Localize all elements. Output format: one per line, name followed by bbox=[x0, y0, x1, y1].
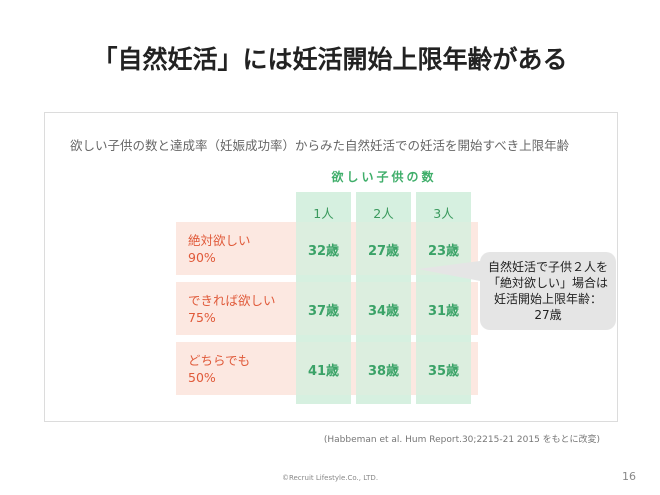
row-label-1: 絶対欲しい 90% bbox=[188, 232, 251, 266]
table-cell: 37歳 bbox=[307, 304, 340, 319]
row-label-rate: 75% bbox=[188, 310, 216, 325]
table-subtitle: 欲しい子供の数と達成率（妊娠成功率）からみた自然妊活での妊活を開始すべき上限年齢 bbox=[70, 138, 570, 153]
page-number: 16 bbox=[622, 470, 636, 483]
callout-pointer bbox=[418, 261, 480, 281]
cell-bg bbox=[356, 222, 411, 275]
column-header-3: 3人 bbox=[433, 206, 454, 221]
table-cell: 34歳 bbox=[367, 304, 400, 319]
children-count-header: 欲しい子供の数 bbox=[331, 170, 437, 184]
table-cell: 31歳 bbox=[427, 304, 460, 319]
source-citation: (Habbeman et al. Hum Report.30;2215-21 2… bbox=[323, 435, 600, 445]
callout-line: 27歳 bbox=[534, 308, 562, 322]
table-cell: 27歳 bbox=[367, 244, 400, 259]
cell-bg bbox=[416, 282, 471, 335]
table-cell: 35歳 bbox=[427, 364, 460, 379]
copyright-footer: ©Recruit Lifestyle.Co., LTD. bbox=[281, 474, 379, 482]
table-cell: 38歳 bbox=[367, 364, 400, 379]
row-label-rate: 50% bbox=[188, 370, 216, 385]
table-cell: 23歳 bbox=[427, 244, 460, 259]
cell-bg bbox=[356, 282, 411, 335]
cell-bg bbox=[356, 342, 411, 395]
column-header-2: 2人 bbox=[373, 206, 394, 221]
callout-line: 「絶対欲しい」場合は bbox=[487, 276, 608, 290]
table-cell: 32歳 bbox=[307, 244, 340, 259]
row-label-text: できれば欲しい bbox=[188, 293, 276, 308]
column-header-1: 1人 bbox=[313, 206, 334, 221]
row-label-text: どちらでも bbox=[188, 353, 251, 368]
cell-bg bbox=[296, 222, 351, 275]
page-title: 「自然妊活」には妊活開始上限年齢がある bbox=[92, 45, 568, 74]
row-label-text: 絶対欲しい bbox=[188, 233, 251, 248]
row-label-3: どちらでも 50% bbox=[188, 352, 250, 386]
table-cell: 41歳 bbox=[307, 364, 340, 379]
cell-bg bbox=[296, 282, 351, 335]
row-label-rate: 90% bbox=[188, 250, 216, 265]
callout-bubble: 自然妊活で子供２人を 「絶対欲しい」場合は 妊活開始上限年齢： 27歳 bbox=[480, 252, 616, 330]
callout-line: 自然妊活で子供２人を bbox=[487, 260, 608, 274]
row-label-2: できれば欲しい 75% bbox=[188, 292, 276, 326]
cell-bg bbox=[296, 342, 351, 395]
callout-line: 妊活開始上限年齢： bbox=[493, 292, 602, 306]
cell-bg bbox=[416, 342, 471, 395]
